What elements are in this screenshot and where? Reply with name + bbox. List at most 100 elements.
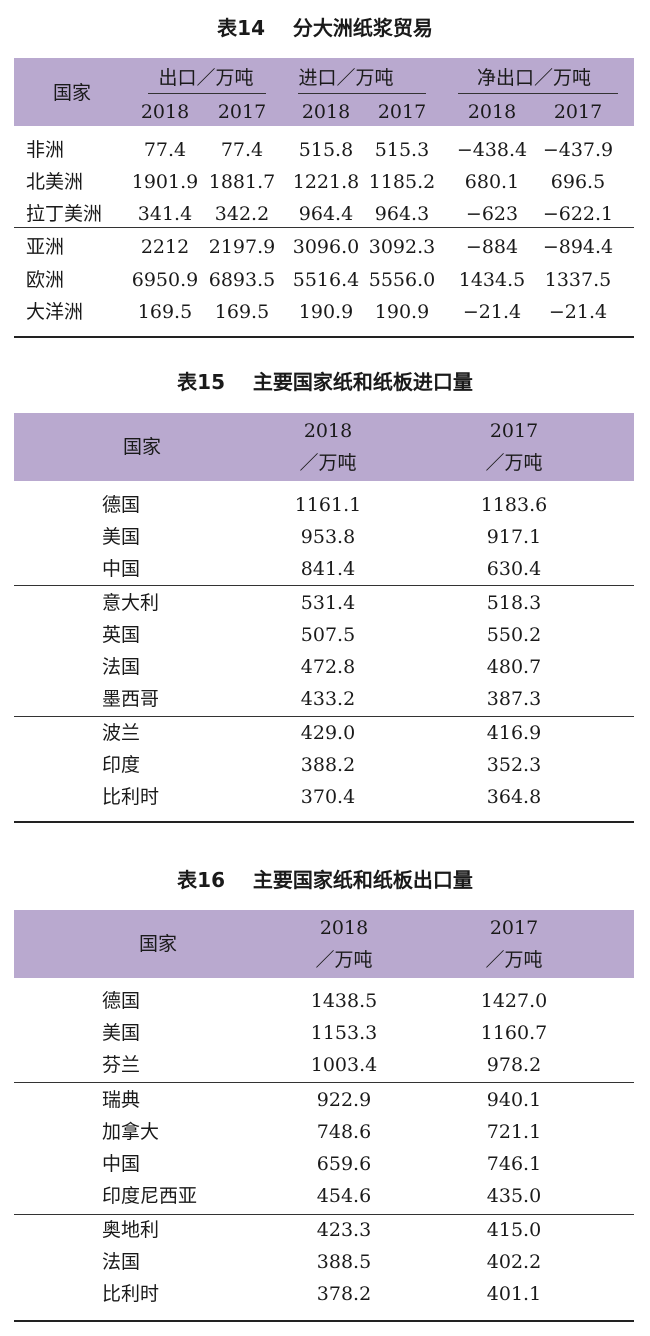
table14-cell: 515.8: [298, 139, 354, 161]
table15-group-divider: [14, 716, 634, 717]
table16-cell-2017: 978.2: [486, 1054, 542, 1076]
table14-year-header: 2017: [553, 101, 603, 123]
table16-cell-2018: 748.6: [316, 1121, 372, 1143]
table14-cell: −623: [465, 203, 519, 225]
table14-group-underline: [148, 93, 266, 94]
table14-cell: 77.4: [143, 139, 187, 161]
table14-cell: 341.4: [137, 203, 193, 225]
table15-cell-2018: 388.2: [300, 754, 356, 776]
table16-col-2018-unit: ／万吨: [315, 949, 373, 971]
table15-cell-2018: 429.0: [300, 722, 356, 744]
table14-cell: 169.5: [214, 301, 270, 323]
table16-group-divider: [14, 1214, 634, 1215]
table15-cell-2017: 416.9: [486, 722, 542, 744]
table14-cell: 1901.9: [131, 171, 199, 193]
table14-row-country: 大洋洲: [26, 301, 84, 323]
table14-cell: 3096.0: [292, 236, 360, 258]
table15-row-country: 法国: [102, 656, 141, 678]
table14-cell: 1881.7: [208, 171, 276, 193]
table14-year-header: 2017: [377, 101, 427, 123]
table16-cell-2018: 388.5: [316, 1251, 372, 1273]
table16-row-country: 奥地利: [102, 1219, 160, 1241]
table14-cell: 6893.5: [208, 269, 276, 291]
table14-cell: 515.3: [374, 139, 430, 161]
table15-col-2018-unit: ／万吨: [299, 452, 357, 474]
table16-cell-2017: 721.1: [486, 1121, 542, 1143]
table14-cell: 169.5: [137, 301, 193, 323]
table16-cell-2017: 401.1: [486, 1283, 542, 1305]
table16-cell-2017: 435.0: [486, 1185, 542, 1207]
table16-row-country: 加拿大: [102, 1121, 160, 1143]
table14-cell: −437.9: [542, 139, 614, 161]
table14-cell: 680.1: [464, 171, 520, 193]
table14-cell: −884: [465, 236, 519, 258]
table14-col-country: 国家: [52, 82, 92, 104]
table16-cell-2017: 746.1: [486, 1153, 542, 1175]
table16-cell-2017: 402.2: [486, 1251, 542, 1273]
table15-row-country: 意大利: [102, 592, 160, 614]
table14-cell: 1185.2: [368, 171, 436, 193]
table16-row-country: 瑞典: [102, 1089, 141, 1111]
table14-cell: 342.2: [214, 203, 270, 225]
table14-cell: 964.4: [298, 203, 354, 225]
table16-col-country: 国家: [138, 933, 178, 955]
table14-group-underline: [298, 93, 426, 94]
table16-cell-2018: 922.9: [316, 1089, 372, 1111]
table15-cell-2017: 518.3: [486, 592, 542, 614]
table16-group-divider: [14, 1082, 634, 1083]
table15-cell-2018: 472.8: [300, 656, 356, 678]
table14-cell: 2212: [140, 236, 190, 258]
table16-cell-2018: 1438.5: [310, 990, 378, 1012]
table15-cell-2018: 370.4: [300, 786, 356, 808]
table14-group-export: 出口／万吨: [158, 67, 254, 89]
table14-group-underline: [458, 93, 618, 94]
table14-cell: 190.9: [374, 301, 430, 323]
table16-cell-2018: 1153.3: [310, 1022, 378, 1044]
table14-cell: −438.4: [456, 139, 528, 161]
table16-title: 表16 主要国家纸和纸板出口量: [177, 868, 473, 892]
table15-row-country: 中国: [102, 558, 141, 580]
table15-group-divider: [14, 585, 634, 586]
table16-cell-2018: 454.6: [316, 1185, 372, 1207]
table16-row-country: 法国: [102, 1251, 141, 1273]
table14-cell: 2197.9: [208, 236, 276, 258]
table15-row-country: 印度: [102, 754, 141, 776]
table16-col-2018-year: 2018: [319, 917, 369, 939]
table16-cell-2018: 659.6: [316, 1153, 372, 1175]
table14-bottom-rule: [14, 336, 634, 338]
table14-title: 表14 分大洲纸浆贸易: [217, 16, 433, 40]
table14-row-country: 亚洲: [26, 236, 65, 258]
table15-cell-2018: 1161.1: [294, 494, 362, 516]
table14-cell: 190.9: [298, 301, 354, 323]
table15-row-country: 美国: [102, 526, 141, 548]
table15-title: 表15 主要国家纸和纸板进口量: [177, 370, 473, 394]
table16-row-country: 美国: [102, 1022, 141, 1044]
table14-group-divider: [14, 227, 634, 228]
table14-cell: −21.4: [548, 301, 608, 323]
table15-bottom-rule: [14, 821, 634, 823]
table15-col-country: 国家: [122, 436, 162, 458]
table14-cell: −21.4: [462, 301, 522, 323]
table14-cell: 3092.3: [368, 236, 436, 258]
table14-cell: 1221.8: [292, 171, 360, 193]
table16-row-country: 比利时: [102, 1283, 160, 1305]
table16-cell-2017: 1160.7: [480, 1022, 548, 1044]
table14-header: [14, 58, 634, 126]
table14-year-header: 2017: [217, 101, 267, 123]
table14-cell: 696.5: [550, 171, 606, 193]
table15-cell-2017: 364.8: [486, 786, 542, 808]
table15-row-country: 德国: [102, 494, 141, 516]
table16-row-country: 印度尼西亚: [102, 1185, 198, 1207]
table15-cell-2018: 531.4: [300, 592, 356, 614]
table16-cell-2018: 378.2: [316, 1283, 372, 1305]
table15-cell-2017: 480.7: [486, 656, 542, 678]
table14-group-import: 进口／万吨: [298, 67, 394, 89]
table15-cell-2017: 550.2: [486, 624, 542, 646]
table14-year-header: 2018: [467, 101, 517, 123]
table14-cell: 6950.9: [131, 269, 199, 291]
table15-col-2017-unit: ／万吨: [485, 452, 543, 474]
table14-cell: 5516.4: [292, 269, 360, 291]
table14-year-header: 2018: [140, 101, 190, 123]
table16-cell-2017: 940.1: [486, 1089, 542, 1111]
table15-cell-2017: 917.1: [486, 526, 542, 548]
